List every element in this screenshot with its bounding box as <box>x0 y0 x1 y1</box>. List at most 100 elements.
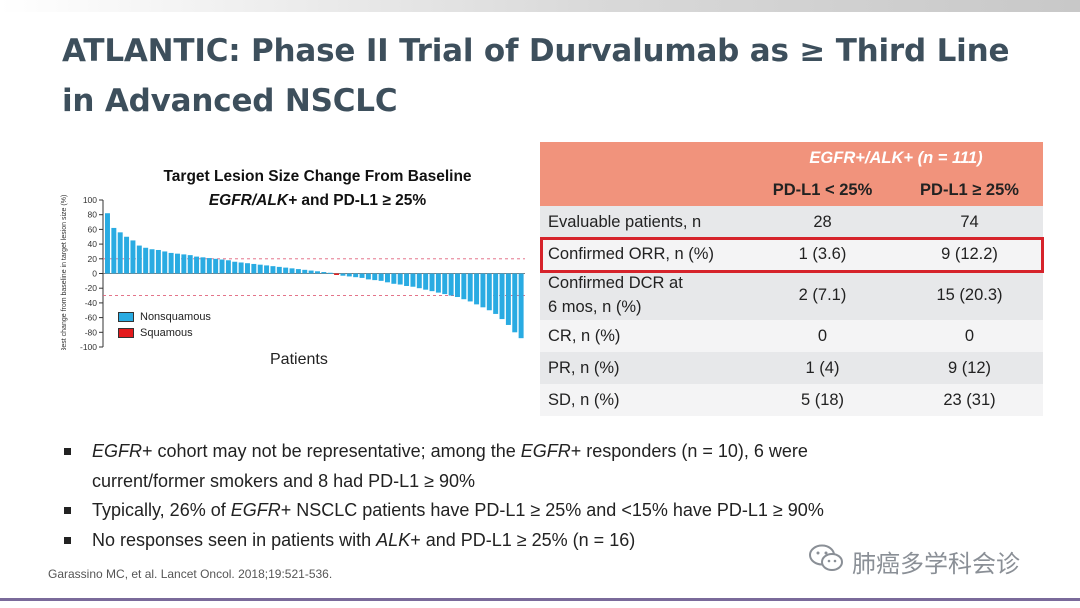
chart-title-line2: EGFR/ALK+ and PD-L1 ≥ 25% <box>120 189 515 213</box>
bar <box>391 273 397 284</box>
bar <box>448 273 454 296</box>
table-header-blank-2 <box>540 174 749 206</box>
bar <box>251 263 257 274</box>
bar <box>505 273 511 325</box>
chart-title-italic: EGFR/ALK+ <box>208 192 298 209</box>
bar <box>295 269 301 274</box>
bullet-item: EGFR+ cohort may not be representative; … <box>62 437 992 496</box>
bar <box>143 247 149 274</box>
bullet-item: No responses seen in patients with ALK+ … <box>62 526 992 556</box>
bar <box>486 273 492 311</box>
results-table: EGFR+/ALK+ (n = 111) PD-L1 < 25% PD-L1 ≥… <box>540 142 1043 416</box>
table-cell: 2 (7.1) <box>749 270 896 320</box>
legend-item-squamous: Squamous <box>118 325 211 341</box>
table-cell: 1 (4) <box>749 352 896 384</box>
table-col-header-high: PD-L1 ≥ 25% <box>896 174 1043 206</box>
table-row-label: Confirmed ORR, n (%) <box>540 238 749 270</box>
y-tick-label: 40 <box>88 239 98 249</box>
bar <box>435 273 441 293</box>
y-tick-label: -80 <box>85 327 98 337</box>
table-cell: 28 <box>749 206 896 238</box>
bar <box>283 267 289 274</box>
table-row: CR, n (%) 0 0 <box>540 320 1043 352</box>
table-group-header: EGFR+/ALK+ (n = 111) <box>749 142 1043 174</box>
bar <box>124 236 130 274</box>
legend-item-nonsquamous: Nonsquamous <box>118 309 211 325</box>
bar <box>181 254 187 274</box>
bar <box>308 270 314 274</box>
bar <box>518 273 524 339</box>
bar <box>257 264 263 274</box>
table-cell: 9 (12.2) <box>896 238 1043 270</box>
bar <box>385 273 390 283</box>
bar <box>130 240 136 274</box>
table-column-header-row: PD-L1 < 25% PD-L1 ≥ 25% <box>540 174 1043 206</box>
top-gradient-band <box>0 0 1080 12</box>
bar <box>276 266 282 274</box>
bar <box>136 245 142 274</box>
chart-x-axis-label: Patients <box>270 351 328 368</box>
bar <box>302 269 308 274</box>
bar <box>461 273 467 300</box>
bar <box>334 273 340 275</box>
bullet-item: Typically, 26% of EGFR+ NSCLC patients h… <box>62 496 992 526</box>
table-row-label: Confirmed DCR at 6 mos, n (%) <box>540 270 749 320</box>
orr-highlight-box <box>540 237 1044 273</box>
bar <box>429 273 435 292</box>
table-row: PR, n (%) 1 (4) 9 (12) <box>540 352 1043 384</box>
bar <box>264 265 270 274</box>
bar <box>512 273 518 333</box>
bar <box>168 252 174 274</box>
bar <box>162 251 168 274</box>
bar <box>442 273 448 295</box>
bar <box>327 272 333 274</box>
table-cell: 5 (18) <box>749 384 896 416</box>
bar <box>359 273 365 278</box>
citation: Garassino MC, et al. Lancet Oncol. 2018;… <box>48 567 333 581</box>
bar <box>155 249 161 274</box>
chart-title: Target Lesion Size Change From Baseline … <box>120 165 515 213</box>
chart-title-rest: and PD-L1 ≥ 25% <box>297 192 427 209</box>
y-tick-label: -60 <box>85 313 98 323</box>
bar <box>467 273 473 302</box>
bar <box>175 253 180 274</box>
watermark-text: 肺癌多学科会诊 <box>852 551 1020 578</box>
bar <box>397 273 403 285</box>
table-row: SD, n (%) 5 (18) 23 (31) <box>540 384 1043 416</box>
table-row-label: SD, n (%) <box>540 384 749 416</box>
bottom-rule <box>0 598 1080 601</box>
bar <box>404 273 410 286</box>
bar <box>111 227 117 274</box>
table-cell: 0 <box>749 320 896 352</box>
slide-title-line1: ATLANTIC: Phase II Trial of Durvalumab a… <box>62 33 1010 69</box>
bar <box>423 273 429 290</box>
legend-label-nonsquamous: Nonsquamous <box>140 311 211 323</box>
bar <box>245 263 250 274</box>
y-tick-label: 80 <box>88 210 98 220</box>
legend-swatch-nonsquamous <box>118 312 134 322</box>
table-cell: 1 (3.6) <box>749 238 896 270</box>
bar <box>340 273 346 276</box>
table-cell: 74 <box>896 206 1043 238</box>
bar <box>499 273 505 320</box>
table-row-label: CR, n (%) <box>540 320 749 352</box>
y-tick-label: -100 <box>80 342 97 350</box>
bar <box>493 273 499 314</box>
table-row-label: Evaluable patients, n <box>540 206 749 238</box>
chart-title-line1: Target Lesion Size Change From Baseline <box>163 168 472 185</box>
table-col-header-low: PD-L1 < 25% <box>749 174 896 206</box>
bar <box>225 260 231 274</box>
table-group-header-row: EGFR+/ALK+ (n = 111) <box>540 142 1043 174</box>
bar <box>238 262 244 274</box>
bar <box>353 273 359 278</box>
table-header-blank <box>540 142 749 174</box>
bar <box>206 258 212 274</box>
table-cell: 23 (31) <box>896 384 1043 416</box>
table-row: Evaluable patients, n 28 74 <box>540 206 1043 238</box>
bar <box>289 268 295 274</box>
bar <box>194 256 200 274</box>
bar <box>187 255 193 274</box>
bar <box>410 273 416 287</box>
y-tick-label: -40 <box>85 298 98 308</box>
y-tick-label: 0 <box>92 269 97 279</box>
